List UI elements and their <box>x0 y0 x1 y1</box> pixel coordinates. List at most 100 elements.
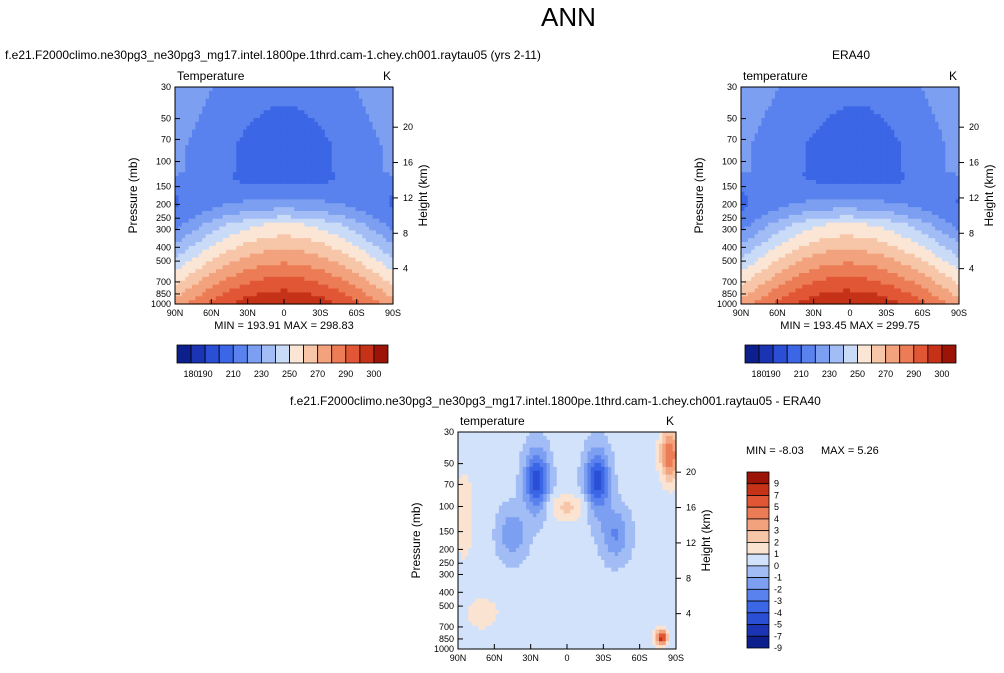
y-tick-label: 150 <box>439 527 454 537</box>
colorbar-label: 0 <box>774 561 779 571</box>
colorbar-swatch <box>218 344 234 364</box>
colorbar-swatch <box>746 553 770 567</box>
colorbar-obs: 180 190 210 230 250 270 290 300 <box>744 344 957 379</box>
figure-title: ANN <box>541 2 596 32</box>
colorbar-swatch <box>331 344 347 364</box>
colorbar-swatch <box>786 344 802 364</box>
y-tick-label: 700 <box>156 277 171 287</box>
x-tick-label: 30S <box>312 308 328 318</box>
colorbar-swatch <box>758 344 774 364</box>
y-tick-label: 250 <box>722 213 737 223</box>
panel-obs: temperature K3050701001502002503004005007… <box>692 69 996 332</box>
y-tick-label: 50 <box>727 114 737 124</box>
colorbar-swatch <box>744 344 760 364</box>
y-right-tick-label: 8 <box>403 228 408 238</box>
colorbar-swatch <box>176 344 192 364</box>
colorbar-swatch <box>927 344 943 364</box>
panel-obs-units: K <box>949 69 957 83</box>
y-tick-label: 200 <box>722 199 737 209</box>
y-right-axis-label: Height (km) <box>982 164 996 226</box>
colorbar-swatch <box>941 344 957 364</box>
y-tick-label: 150 <box>156 182 171 192</box>
colorbar-swatch <box>746 471 770 485</box>
colorbar-swatch <box>885 344 901 364</box>
x-tick-label: 0 <box>564 653 569 663</box>
y-right-tick-label: 8 <box>686 573 691 583</box>
colorbar-swatch <box>746 624 770 637</box>
colorbar-swatch <box>843 344 858 364</box>
x-tick-label: 90S <box>951 308 967 318</box>
y-right-tick-label: 12 <box>969 193 979 203</box>
y-tick-label: 400 <box>722 242 737 252</box>
panel-obs-title: ERA40 <box>832 48 871 62</box>
x-tick-label: 90N <box>167 308 184 318</box>
x-tick-label: 30S <box>595 653 611 663</box>
x-tick-label: 60N <box>486 653 503 663</box>
x-tick-label: 90N <box>733 308 750 318</box>
y-tick-label: 70 <box>727 134 737 144</box>
y-right-tick-label: 12 <box>686 538 696 548</box>
x-tick-label: 60N <box>203 308 220 318</box>
colorbar-label: 230 <box>822 369 837 379</box>
colorbar-swatch <box>373 344 389 364</box>
colorbar-diff: 97 5 4 32 1 0 -1-2 -3 -4 -5-7 -9 <box>746 471 782 653</box>
panel-obs-field <box>741 87 960 305</box>
colorbar-swatch <box>303 344 319 364</box>
colorbar-label: 180 <box>752 369 767 379</box>
colorbar-swatch <box>746 612 770 625</box>
colorbar-swatch <box>746 635 770 649</box>
y-tick-label: 50 <box>444 459 454 469</box>
x-tick-label: 60S <box>632 653 648 663</box>
panel-model-stats: MIN = 193.91 MAX = 298.83 <box>214 320 353 332</box>
x-tick-label: 30N <box>805 308 822 318</box>
y-axis-label: Pressure (mb) <box>692 157 706 233</box>
panel-model-title: f.e21.F2000climo.ne30pg3_ne30pg3_mg17.in… <box>5 48 541 62</box>
colorbar-swatch <box>317 344 333 364</box>
colorbar-label: -2 <box>774 584 782 594</box>
colorbar-label: 290 <box>906 369 921 379</box>
colorbar-swatch <box>746 542 770 555</box>
panel-diff-title: f.e21.F2000climo.ne30pg3_ne30pg3_mg17.in… <box>290 394 821 408</box>
y-tick-label: 300 <box>722 224 737 234</box>
colorbar-label: 4 <box>774 514 779 524</box>
colorbar-swatch <box>246 344 262 364</box>
colorbar-label: 190 <box>766 369 781 379</box>
x-tick-label: 30S <box>878 308 894 318</box>
panel-diff-units: K <box>666 414 674 428</box>
panel-model-units: K <box>383 69 391 83</box>
y-tick-label: 250 <box>156 213 171 223</box>
colorbar-label: -5 <box>774 620 782 630</box>
y-tick-label: 850 <box>156 289 171 299</box>
x-tick-label: 90S <box>668 653 684 663</box>
y-tick-label: 70 <box>444 479 454 489</box>
y-tick-label: 400 <box>439 587 454 597</box>
colorbar-swatch <box>913 344 929 364</box>
colorbar-swatch <box>345 344 361 364</box>
y-tick-label: 850 <box>722 289 737 299</box>
y-right-tick-label: 16 <box>403 158 413 168</box>
colorbar-swatch <box>232 344 248 364</box>
colorbar-swatch <box>800 344 816 364</box>
y-tick-label: 30 <box>727 82 737 92</box>
y-tick-label: 100 <box>156 157 171 167</box>
colorbar-label: 230 <box>254 369 269 379</box>
colorbar-label: -4 <box>774 608 782 618</box>
colorbar-swatch <box>857 344 873 364</box>
y-tick-label: 150 <box>722 182 737 192</box>
x-tick-label: 60S <box>915 308 931 318</box>
y-right-tick-label: 20 <box>686 467 696 477</box>
y-right-tick-label: 16 <box>969 158 979 168</box>
y-tick-label: 300 <box>156 224 171 234</box>
panel-model-field <box>175 87 394 305</box>
y-tick-label: 1000 <box>717 299 737 309</box>
y-tick-label: 1000 <box>151 299 171 309</box>
y-right-tick-label: 12 <box>403 193 413 203</box>
colorbar-label: -1 <box>774 573 782 583</box>
colorbar-label: -3 <box>774 596 782 606</box>
y-tick-label: 1000 <box>434 644 454 654</box>
y-right-tick-label: 20 <box>969 122 979 132</box>
colorbar-label: 250 <box>850 369 865 379</box>
y-tick-label: 850 <box>439 634 454 644</box>
y-tick-label: 700 <box>439 622 454 632</box>
